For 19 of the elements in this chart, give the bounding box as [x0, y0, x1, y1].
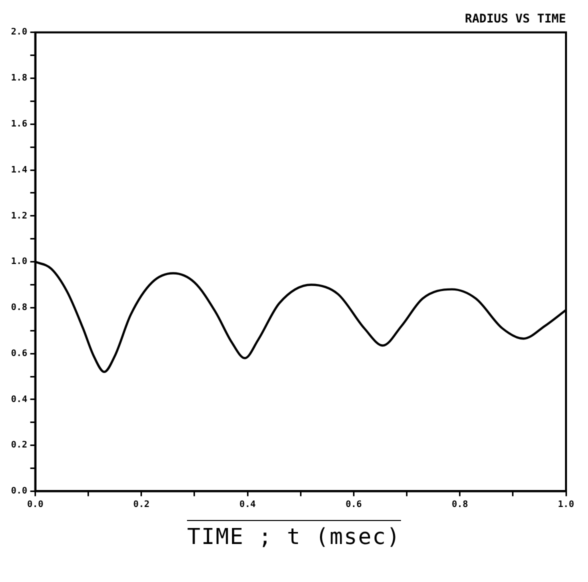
- y-tick-label: 1.0: [10, 257, 28, 268]
- x-tick-label: 0.0: [27, 500, 44, 510]
- y-tick-label: 0.2: [10, 440, 28, 451]
- y-tick-label: 0.8: [10, 303, 28, 314]
- y-tick-label: 1.8: [10, 74, 28, 84]
- y-tick-label: 0.0: [10, 486, 28, 497]
- x-tick-label: 0.2: [133, 500, 150, 510]
- x-tick-label: 0.4: [239, 500, 256, 510]
- y-tick-label: 1.6: [10, 120, 28, 130]
- x-tick-label: 0.8: [452, 500, 468, 510]
- chart-title: RADIUS VS TIME: [464, 11, 566, 26]
- x-tick-label: 1.0: [558, 500, 574, 510]
- y-tick-label: 1.4: [10, 165, 28, 176]
- x-axis-title: TIME ; t (msec): [187, 520, 401, 550]
- y-tick-label: 0.6: [10, 348, 28, 359]
- y-tick-label: 1.2: [10, 211, 28, 222]
- x-tick-label: 0.6: [346, 500, 362, 510]
- y-tick-label: 2.0: [10, 28, 28, 38]
- y-tick-label: 0.4: [10, 394, 28, 405]
